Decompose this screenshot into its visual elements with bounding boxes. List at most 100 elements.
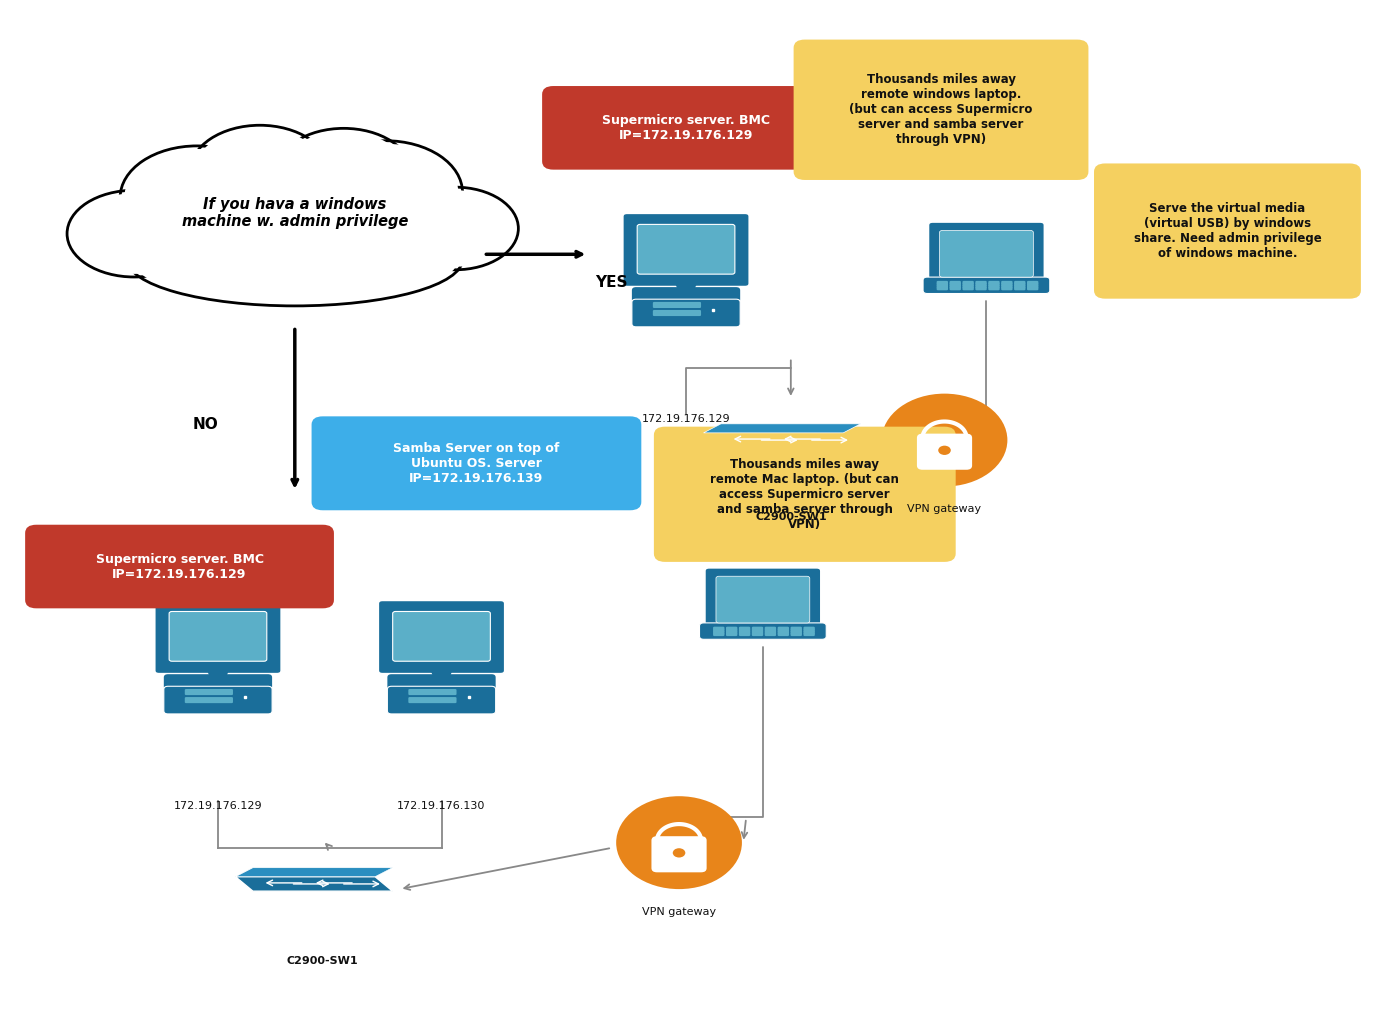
FancyBboxPatch shape: [409, 689, 456, 696]
FancyBboxPatch shape: [988, 280, 1000, 285]
Circle shape: [938, 446, 951, 455]
FancyBboxPatch shape: [1001, 287, 1012, 290]
FancyBboxPatch shape: [764, 632, 776, 637]
Text: 172.19.176.130: 172.19.176.130: [398, 801, 486, 811]
FancyBboxPatch shape: [939, 231, 1033, 277]
Ellipse shape: [281, 131, 406, 212]
FancyBboxPatch shape: [804, 628, 815, 632]
FancyBboxPatch shape: [713, 628, 724, 632]
Text: Supermicro server. BMC
IP=172.19.176.129: Supermicro server. BMC IP=172.19.176.129: [95, 553, 263, 581]
FancyBboxPatch shape: [1014, 280, 1025, 285]
Polygon shape: [703, 433, 861, 447]
FancyBboxPatch shape: [949, 285, 960, 289]
Ellipse shape: [67, 190, 202, 277]
FancyBboxPatch shape: [949, 283, 960, 287]
FancyBboxPatch shape: [1001, 283, 1012, 287]
FancyBboxPatch shape: [1014, 287, 1025, 290]
Text: VPN gateway: VPN gateway: [907, 504, 981, 514]
Ellipse shape: [71, 194, 197, 274]
Text: C2900-SW1: C2900-SW1: [755, 512, 826, 523]
Ellipse shape: [190, 125, 330, 218]
FancyBboxPatch shape: [791, 628, 802, 632]
FancyBboxPatch shape: [652, 302, 701, 308]
FancyBboxPatch shape: [928, 223, 1044, 285]
FancyBboxPatch shape: [1001, 280, 1012, 285]
FancyBboxPatch shape: [727, 626, 738, 630]
FancyBboxPatch shape: [1001, 285, 1012, 289]
Ellipse shape: [314, 144, 458, 241]
Text: VPN gateway: VPN gateway: [643, 907, 717, 917]
FancyBboxPatch shape: [976, 285, 987, 289]
FancyBboxPatch shape: [794, 39, 1088, 180]
FancyBboxPatch shape: [704, 568, 820, 630]
Text: 172.19.176.129: 172.19.176.129: [174, 801, 262, 811]
Text: Samba Server on top of
Ubuntu OS. Server
IP=172.19.176.139: Samba Server on top of Ubuntu OS. Server…: [393, 442, 560, 484]
FancyBboxPatch shape: [988, 285, 1000, 289]
FancyBboxPatch shape: [542, 86, 830, 170]
FancyBboxPatch shape: [752, 632, 763, 637]
Ellipse shape: [195, 128, 326, 215]
FancyBboxPatch shape: [752, 628, 763, 632]
FancyBboxPatch shape: [949, 280, 960, 285]
FancyBboxPatch shape: [739, 626, 750, 630]
FancyBboxPatch shape: [1028, 283, 1039, 287]
FancyBboxPatch shape: [155, 600, 281, 674]
FancyBboxPatch shape: [378, 600, 505, 674]
FancyBboxPatch shape: [791, 632, 802, 637]
FancyBboxPatch shape: [804, 626, 815, 630]
FancyBboxPatch shape: [637, 225, 735, 274]
FancyBboxPatch shape: [791, 630, 802, 634]
FancyBboxPatch shape: [976, 280, 987, 285]
Ellipse shape: [195, 149, 395, 277]
FancyBboxPatch shape: [937, 280, 948, 285]
FancyBboxPatch shape: [623, 213, 749, 287]
FancyBboxPatch shape: [651, 836, 707, 873]
FancyBboxPatch shape: [752, 630, 763, 634]
FancyBboxPatch shape: [791, 626, 802, 630]
Text: C2900-SW1: C2900-SW1: [287, 956, 358, 967]
FancyBboxPatch shape: [923, 277, 1050, 294]
FancyBboxPatch shape: [962, 280, 974, 285]
FancyBboxPatch shape: [700, 623, 826, 640]
Polygon shape: [431, 671, 452, 681]
FancyBboxPatch shape: [654, 426, 956, 562]
FancyBboxPatch shape: [764, 628, 776, 632]
FancyBboxPatch shape: [727, 632, 738, 637]
FancyBboxPatch shape: [764, 626, 776, 630]
Ellipse shape: [120, 146, 274, 249]
Ellipse shape: [125, 149, 270, 246]
FancyBboxPatch shape: [976, 287, 987, 290]
FancyBboxPatch shape: [777, 628, 790, 632]
FancyBboxPatch shape: [988, 283, 1000, 287]
FancyBboxPatch shape: [949, 287, 960, 290]
Text: If you hava a windows
machine w. admin privilege: If you hava a windows machine w. admin p…: [182, 197, 407, 229]
Text: Thousands miles away
remote Mac laptop. (but can
access Supermicro server
and sa: Thousands miles away remote Mac laptop. …: [710, 457, 899, 531]
FancyBboxPatch shape: [652, 309, 701, 316]
FancyBboxPatch shape: [164, 674, 272, 689]
Text: YES: YES: [595, 275, 627, 290]
FancyBboxPatch shape: [727, 628, 738, 632]
Ellipse shape: [132, 216, 458, 303]
FancyBboxPatch shape: [25, 525, 335, 609]
FancyBboxPatch shape: [1028, 285, 1039, 289]
FancyBboxPatch shape: [1014, 285, 1025, 289]
FancyBboxPatch shape: [631, 287, 741, 302]
FancyBboxPatch shape: [804, 630, 815, 634]
FancyBboxPatch shape: [715, 576, 809, 623]
FancyBboxPatch shape: [976, 283, 987, 287]
Ellipse shape: [277, 128, 410, 215]
FancyBboxPatch shape: [988, 287, 1000, 290]
FancyBboxPatch shape: [937, 285, 948, 289]
FancyBboxPatch shape: [409, 697, 456, 703]
FancyBboxPatch shape: [752, 626, 763, 630]
FancyBboxPatch shape: [1093, 164, 1361, 299]
FancyBboxPatch shape: [392, 612, 490, 661]
FancyBboxPatch shape: [764, 630, 776, 634]
Text: Supermicro server. BMC
IP=172.19.176.129: Supermicro server. BMC IP=172.19.176.129: [602, 114, 770, 142]
FancyBboxPatch shape: [777, 626, 790, 630]
Polygon shape: [235, 867, 392, 877]
FancyBboxPatch shape: [727, 630, 738, 634]
FancyBboxPatch shape: [937, 287, 948, 290]
FancyBboxPatch shape: [713, 626, 724, 630]
FancyBboxPatch shape: [1028, 287, 1039, 290]
